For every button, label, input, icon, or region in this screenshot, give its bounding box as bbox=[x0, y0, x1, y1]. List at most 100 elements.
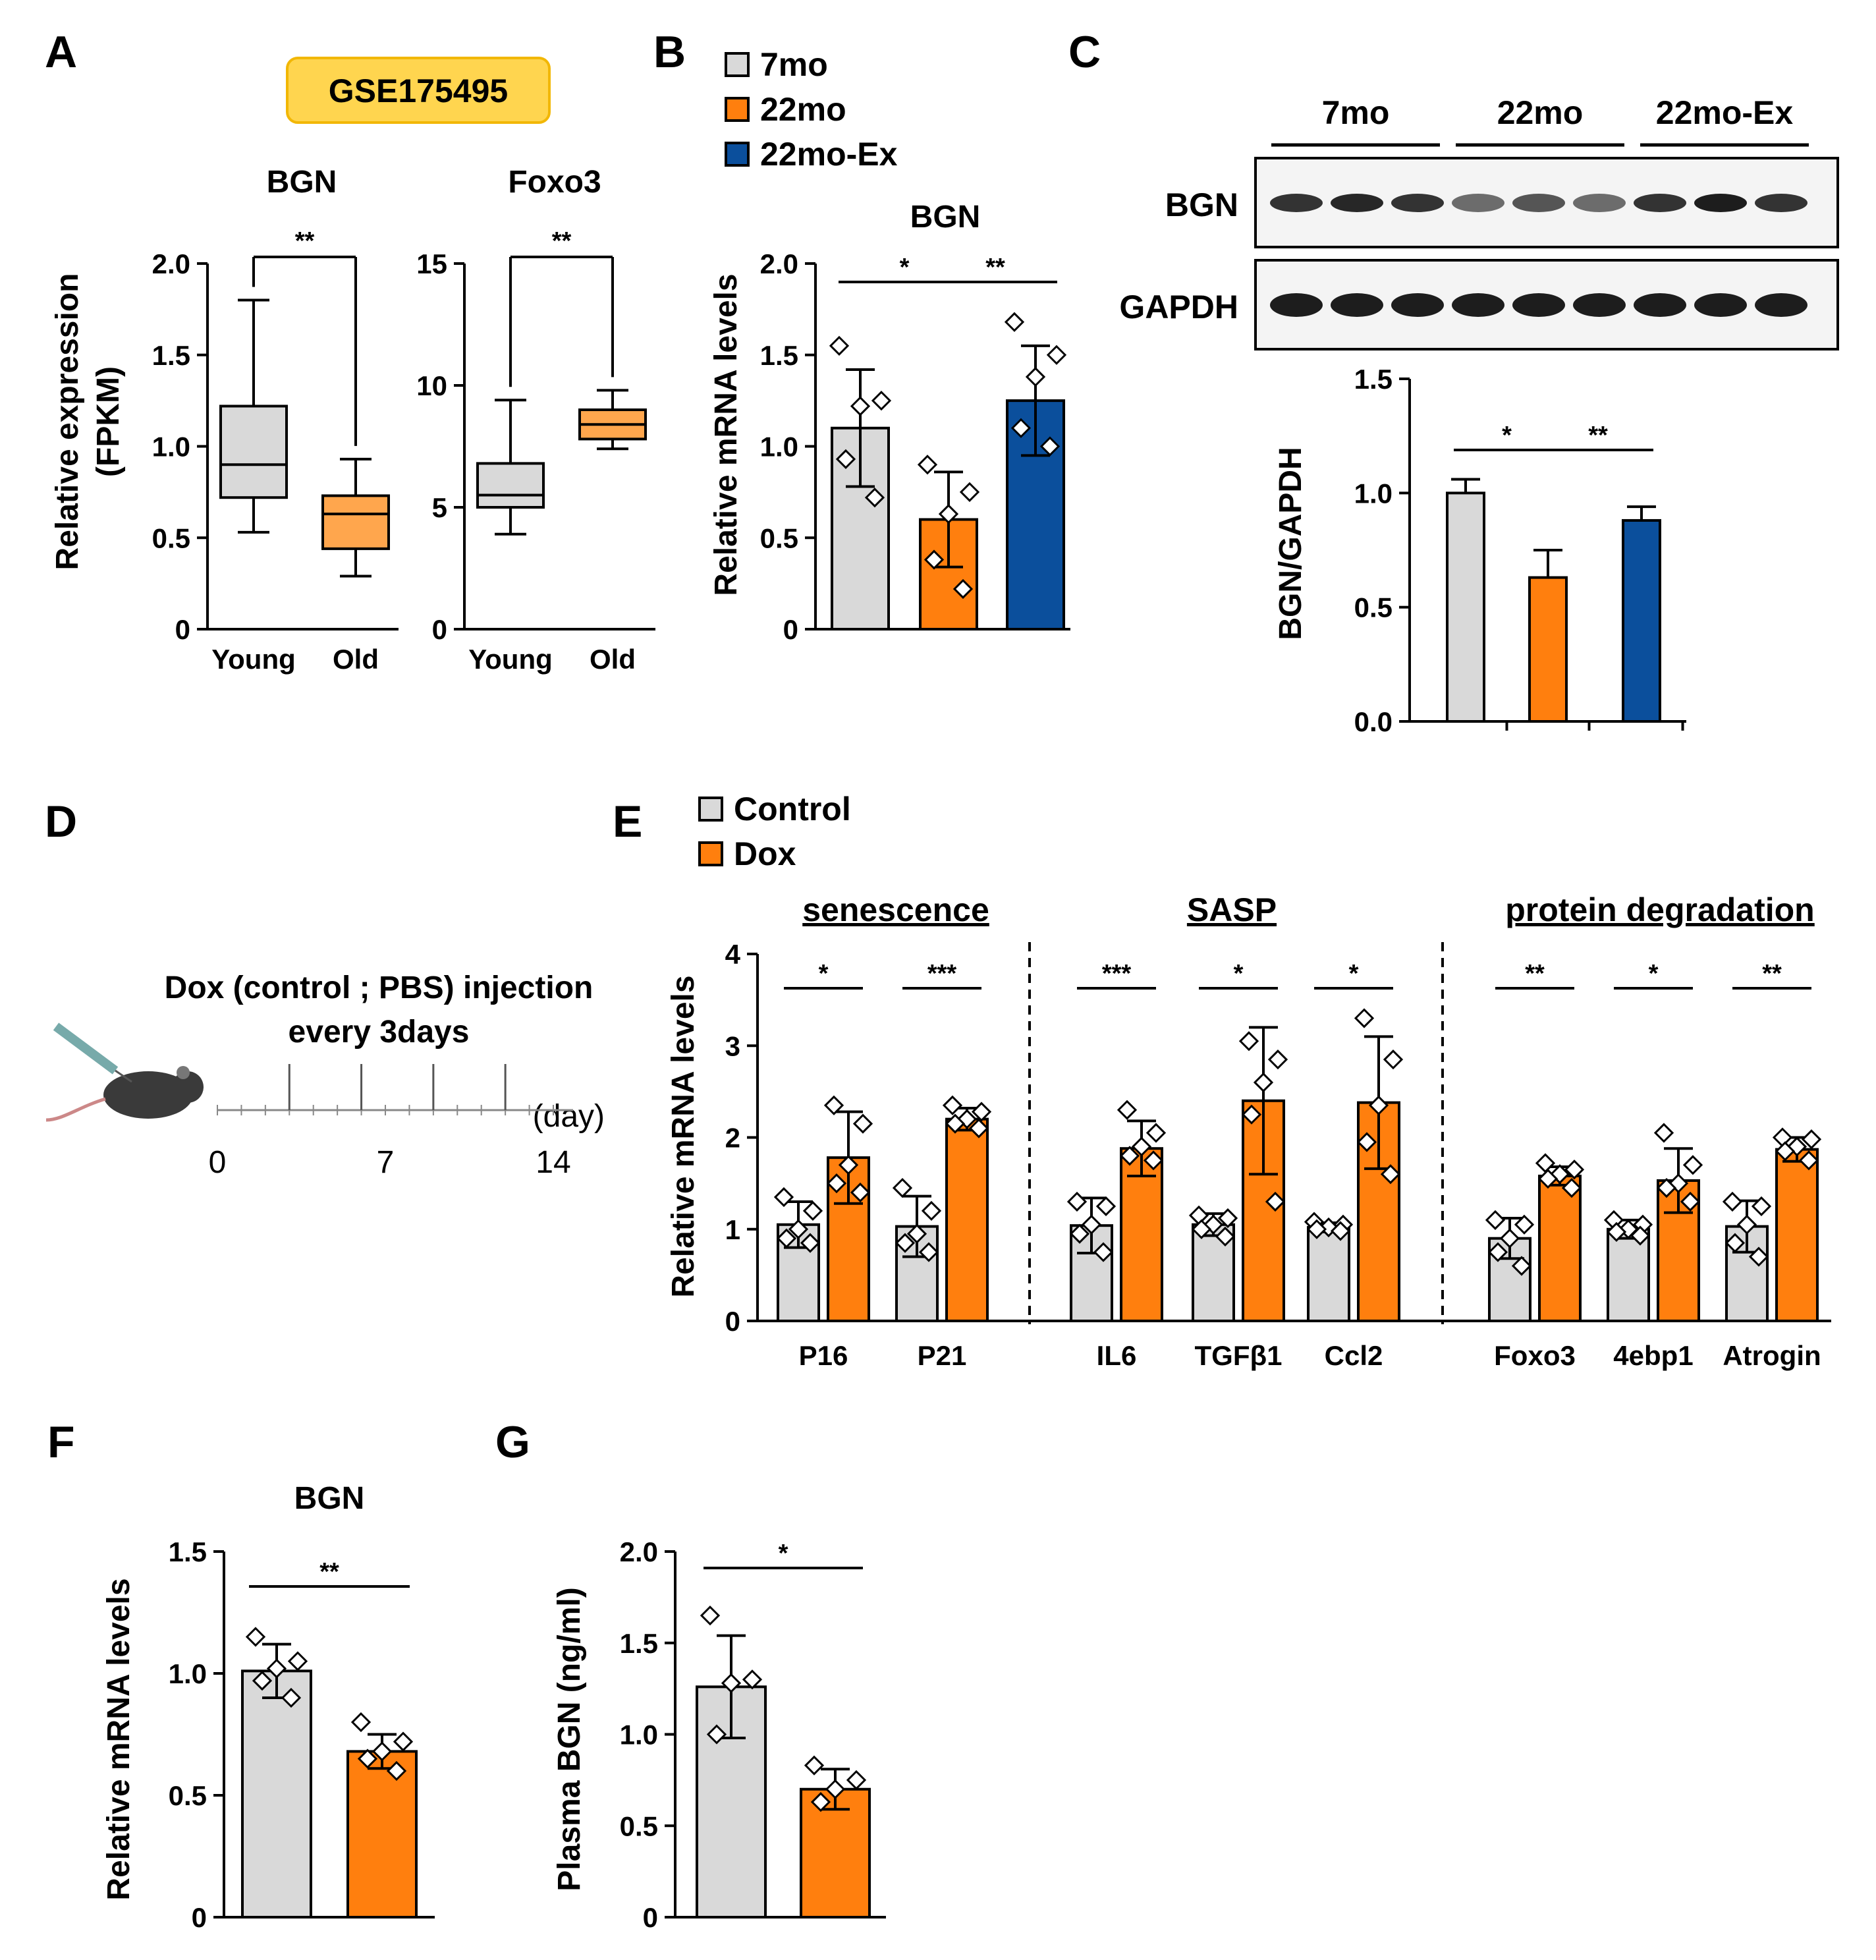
chart-e-data-point bbox=[1131, 1136, 1152, 1157]
western-blot: 7mo 22mo 22mo-Ex BGN GAPDH bbox=[1119, 94, 1839, 350]
chart-e-data-point bbox=[1143, 1150, 1164, 1171]
chart-f-data-point bbox=[372, 1741, 393, 1762]
chart-g-y-tick-label: 2.0 bbox=[620, 1536, 658, 1567]
chart-c-y-tick-label: 0.0 bbox=[1354, 706, 1393, 737]
chart-e-data-point bbox=[1383, 1050, 1404, 1070]
chart-e-data-point bbox=[800, 1233, 821, 1253]
chart-e-sig-label: * bbox=[1349, 960, 1359, 988]
chart-b-data-point bbox=[938, 504, 959, 524]
blot-band bbox=[1634, 194, 1686, 212]
chart-e-data-point bbox=[1656, 1177, 1677, 1198]
syringe-icon bbox=[53, 1022, 119, 1075]
chart-b-y-tick-label: 2.0 bbox=[760, 248, 798, 279]
blot-row-label: BGN bbox=[1165, 186, 1238, 223]
panel-label-c: C bbox=[1068, 27, 1101, 77]
chart-c-bar bbox=[1446, 491, 1485, 723]
chart-e-data-point bbox=[1499, 1228, 1520, 1248]
chart-b-title: BGN bbox=[910, 200, 981, 235]
chart-a1-y-tick-label: 1.0 bbox=[152, 432, 190, 462]
chart-b-data-point bbox=[871, 391, 892, 411]
chart-b-data-point bbox=[924, 549, 945, 570]
chart-a1-category-label: Old bbox=[333, 644, 379, 675]
chart-e-data-point bbox=[1606, 1221, 1627, 1243]
blot-band bbox=[1573, 194, 1626, 212]
chart-e-data-point bbox=[1145, 1123, 1167, 1143]
chart-e-y-tick-label: 4 bbox=[725, 939, 741, 970]
chart-f-y-tick-label: 0.5 bbox=[169, 1780, 207, 1811]
chart-e-data-point bbox=[1380, 1164, 1401, 1185]
chart-g-y-tick-label: 0 bbox=[643, 1902, 658, 1933]
chart-a1-y-tick-label: 0.5 bbox=[152, 522, 190, 553]
legend-e: Control Dox bbox=[698, 791, 851, 872]
blot-group-label: 22mo-Ex bbox=[1656, 94, 1794, 131]
panel-label-f: F bbox=[47, 1417, 75, 1467]
chart-e-gene-label: Ccl2 bbox=[1325, 1340, 1383, 1371]
chart-a2-title: Foxo3 bbox=[508, 165, 601, 200]
chart-b-ylabel: Relative mRNA levels bbox=[709, 273, 744, 596]
chart-e-gene-label: Atrogin bbox=[1723, 1340, 1821, 1371]
chart-e-y-tick-label: 1 bbox=[725, 1214, 740, 1245]
chart-a1-y-tick-label: 2.0 bbox=[152, 248, 190, 279]
chart-b-data-point bbox=[1010, 418, 1032, 438]
chart-c-y-tick-label: 0.5 bbox=[1354, 592, 1393, 623]
chart-g-data-point bbox=[846, 1770, 867, 1790]
chart-e-group-label: senescence bbox=[802, 891, 989, 928]
chart-e-data-point bbox=[1119, 1146, 1140, 1166]
blot-band bbox=[1573, 293, 1626, 317]
chart-e-bar-dox bbox=[1775, 1148, 1819, 1323]
chart-e-bar-dox bbox=[1538, 1174, 1582, 1322]
chart-e-sig-label: *** bbox=[927, 960, 957, 988]
chart-g-y-tick-label: 1.5 bbox=[620, 1628, 658, 1659]
chart-e-bar-dox bbox=[945, 1117, 989, 1323]
chart-e-data-point bbox=[1682, 1155, 1703, 1175]
panel-label-g: G bbox=[495, 1417, 530, 1467]
chart-b-sig-label: * bbox=[900, 254, 910, 281]
chart-e-data-point bbox=[1748, 1246, 1769, 1267]
chart-e-data-point bbox=[1368, 1095, 1389, 1115]
chart-e-data-point bbox=[1188, 1205, 1209, 1225]
timeline-line1: Dox (control ; PBS) injection bbox=[165, 970, 593, 1005]
blot-band bbox=[1512, 293, 1565, 317]
chart-e-data-point bbox=[1724, 1233, 1746, 1253]
chart-e-data-point bbox=[1801, 1129, 1822, 1150]
blot-band bbox=[1694, 293, 1747, 317]
chart-g-y-tick-label: 1.0 bbox=[620, 1720, 658, 1750]
timeline-tick-label: 14 bbox=[536, 1145, 570, 1180]
chart-e-data-point bbox=[1561, 1177, 1582, 1198]
chart-e-data-point bbox=[921, 1200, 942, 1221]
chart-f-data-point bbox=[266, 1658, 287, 1679]
chart-e-gene-label: P21 bbox=[918, 1340, 967, 1371]
chart-f-data-point bbox=[252, 1670, 273, 1691]
chart-f-y-tick-label: 1.0 bbox=[169, 1658, 207, 1689]
timeline-line2: every 3days bbox=[289, 1015, 470, 1050]
chart-f-data-point bbox=[386, 1760, 407, 1781]
legend-b-swatch bbox=[725, 97, 750, 122]
legend-e-swatch bbox=[698, 841, 723, 866]
chart-e-data-point bbox=[968, 1118, 989, 1138]
chart-g-ylabel: Plasma BGN (ng/ml) bbox=[552, 1587, 587, 1891]
chart-g-data-point bbox=[721, 1673, 742, 1693]
chart-e-data-point bbox=[1306, 1219, 1327, 1239]
blot-band bbox=[1512, 194, 1565, 212]
chart-f-data-point bbox=[357, 1749, 378, 1769]
chart-b-data-point bbox=[1039, 436, 1061, 457]
mouse-head-icon bbox=[172, 1071, 204, 1103]
chart-e-data-point bbox=[1265, 1191, 1286, 1212]
blot-band bbox=[1391, 194, 1444, 212]
blot-group-label: 22mo bbox=[1497, 94, 1584, 131]
blot-row-label: GAPDH bbox=[1119, 289, 1238, 325]
legend-b-label: 22mo-Ex bbox=[760, 136, 898, 173]
chart-g-y-tick-label: 0.5 bbox=[620, 1810, 658, 1841]
blot-band bbox=[1331, 293, 1383, 317]
chart-b-data-point bbox=[917, 455, 938, 475]
chart-e-data-point bbox=[1215, 1226, 1236, 1247]
blot-band bbox=[1755, 293, 1807, 317]
chart-a2-category-label: Old bbox=[590, 644, 636, 675]
chart-e-data-point bbox=[850, 1182, 871, 1203]
chart-f-data-point bbox=[281, 1687, 302, 1708]
legend-b-swatch bbox=[725, 52, 750, 77]
chart-e-gene-label: IL6 bbox=[1097, 1340, 1137, 1371]
chart-b-data-point bbox=[1025, 366, 1046, 387]
chart-e-data-point bbox=[892, 1177, 913, 1198]
chart-c-sig-label: * bbox=[1502, 422, 1512, 449]
